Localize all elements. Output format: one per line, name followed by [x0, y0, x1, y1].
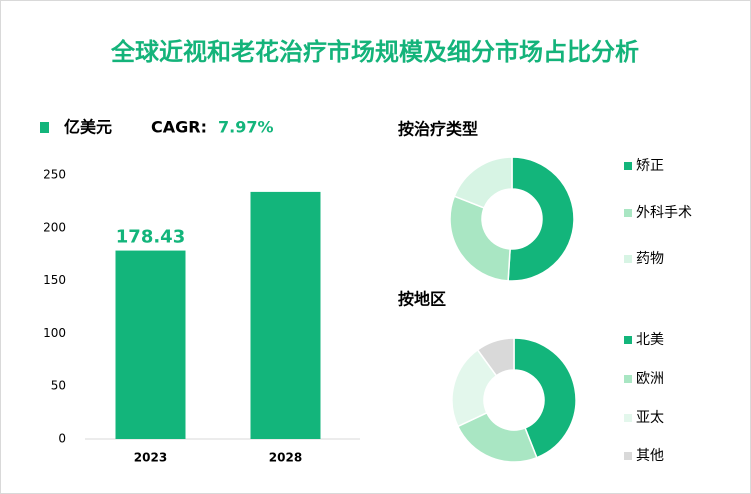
legend-label: 其他	[636, 448, 664, 464]
donut-segment	[449, 195, 511, 282]
legend-swatch	[624, 162, 632, 170]
section-title: 按治疗类型	[398, 120, 478, 139]
donut-segment	[456, 411, 538, 463]
legend-swatch	[624, 255, 632, 263]
legend-swatch	[624, 209, 632, 217]
bar	[250, 191, 321, 439]
legend-label: 亚太	[636, 410, 664, 426]
legend-swatch	[40, 122, 49, 133]
y-tick-label: 100	[43, 326, 66, 340]
legend-swatch	[624, 414, 632, 422]
legend-label: 北美	[636, 332, 664, 348]
donut-segment	[453, 156, 513, 209]
y-tick-label: 200	[43, 220, 66, 234]
y-tick-label: 250	[43, 168, 66, 182]
page-title: 全球近视和老花治疗市场规模及细分市场占比分析	[110, 38, 639, 66]
y-tick-label: 150	[43, 273, 66, 287]
y-tick-label: 50	[51, 379, 66, 393]
y-tick-label: 0	[58, 432, 66, 446]
legend-label: 外科手术	[636, 205, 692, 221]
legend-label: 亿美元	[64, 118, 112, 137]
legend-label: 药物	[636, 251, 664, 267]
legend-swatch	[624, 375, 632, 383]
value-label: 178.43	[116, 227, 185, 248]
section-title: 按地区	[398, 290, 446, 309]
x-tick-label: 2028	[269, 451, 302, 465]
legend-swatch	[624, 336, 632, 344]
legend-label: 欧洲	[636, 371, 664, 387]
legend-swatch	[624, 452, 632, 460]
bar	[115, 250, 186, 439]
donut-segment	[507, 156, 575, 282]
donut-segment	[476, 337, 515, 377]
donut-segment	[513, 337, 577, 459]
cagr-label: CAGR:	[151, 118, 207, 137]
cagr-value: 7.97%	[218, 118, 274, 137]
legend-label: 矫正	[636, 158, 664, 174]
x-tick-label: 2023	[134, 451, 167, 465]
